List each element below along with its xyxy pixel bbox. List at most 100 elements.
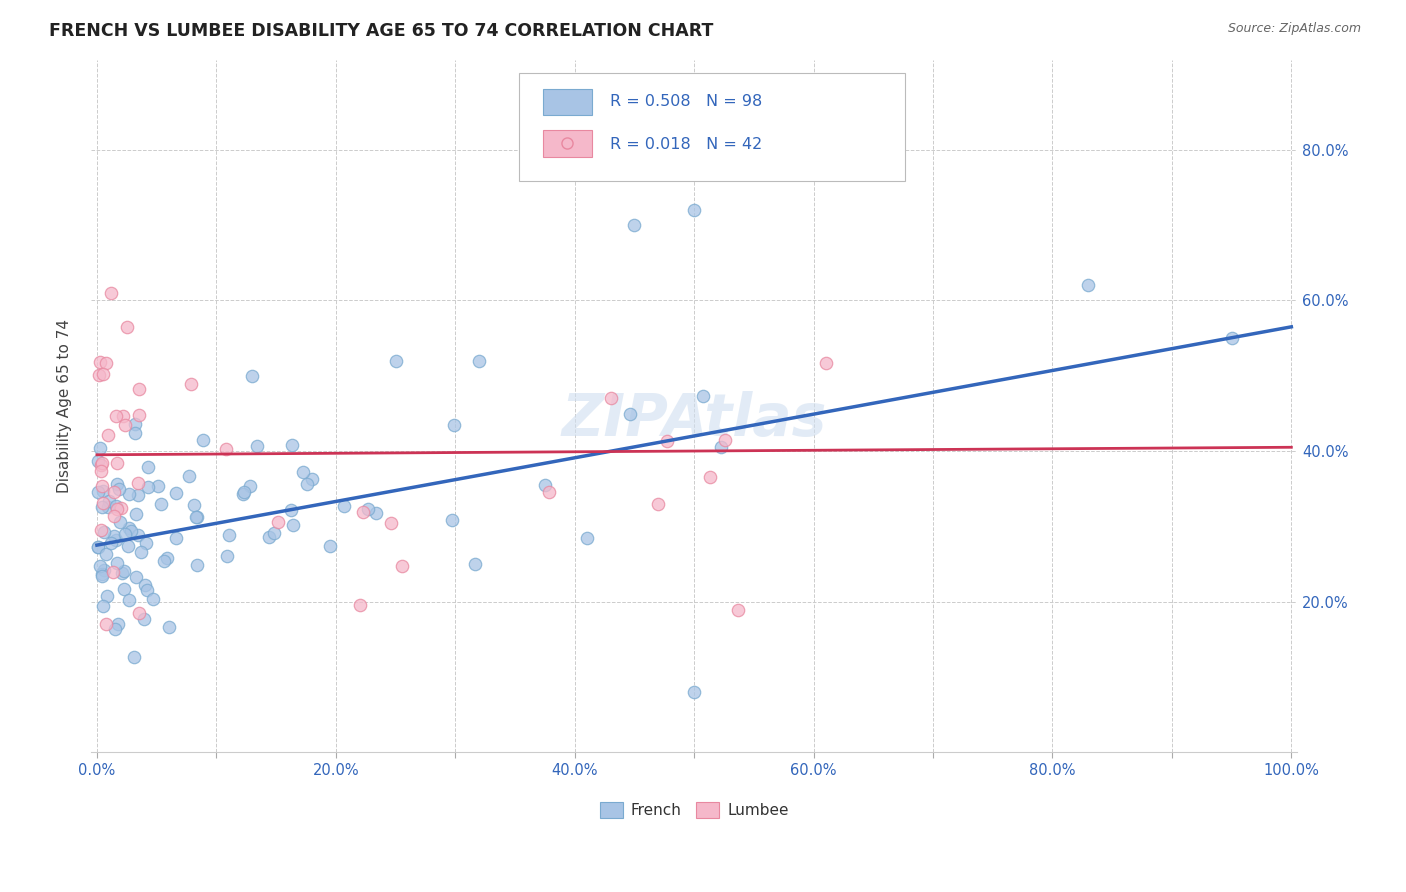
Point <box>291 465 314 479</box>
Point <box>534 478 557 492</box>
Point <box>246 439 269 453</box>
Point <box>127 528 149 542</box>
Point <box>443 417 465 432</box>
Point <box>91 566 114 581</box>
Point <box>93 525 115 540</box>
Point <box>105 409 128 424</box>
Point <box>97 494 120 508</box>
Point <box>267 515 290 529</box>
FancyBboxPatch shape <box>543 130 592 157</box>
Point <box>683 203 706 218</box>
Point <box>655 434 678 448</box>
Point <box>263 526 285 541</box>
Point <box>125 570 148 584</box>
Text: R = 0.018   N = 42: R = 0.018 N = 42 <box>610 136 762 152</box>
Legend: French, Lumbee: French, Lumbee <box>593 796 794 824</box>
Point <box>120 524 142 538</box>
Point <box>281 518 304 533</box>
Point <box>97 428 120 442</box>
Point <box>692 389 714 403</box>
Text: FRENCH VS LUMBEE DISABILITY AGE 65 TO 74 CORRELATION CHART: FRENCH VS LUMBEE DISABILITY AGE 65 TO 74… <box>49 22 714 40</box>
Point <box>97 500 120 514</box>
Point <box>1220 331 1243 345</box>
Point <box>384 353 406 368</box>
Point <box>623 218 645 232</box>
Point <box>380 516 402 530</box>
Point <box>357 501 380 516</box>
Point <box>108 483 131 497</box>
Point <box>186 510 208 524</box>
Point <box>183 498 205 512</box>
Point <box>105 502 128 516</box>
Point <box>136 459 159 474</box>
Point <box>111 566 134 581</box>
Point <box>165 485 187 500</box>
Point <box>90 458 112 472</box>
Point <box>814 356 837 370</box>
Point <box>104 500 127 514</box>
Point <box>89 442 111 456</box>
Point <box>1077 278 1099 293</box>
Text: ZIPAtlas: ZIPAtlas <box>561 392 827 448</box>
Point <box>107 617 129 632</box>
Point <box>91 479 114 493</box>
Point <box>239 479 262 493</box>
Point <box>364 507 387 521</box>
Point <box>110 500 132 515</box>
Point <box>233 485 256 500</box>
Point <box>281 438 304 452</box>
Point <box>134 578 156 592</box>
Point <box>193 433 215 447</box>
Text: R = 0.508   N = 98: R = 0.508 N = 98 <box>610 95 762 110</box>
Point <box>104 622 127 636</box>
Point <box>280 503 302 517</box>
Point <box>714 433 737 447</box>
Point <box>91 456 114 470</box>
FancyBboxPatch shape <box>543 88 592 115</box>
Point <box>301 472 323 486</box>
Point <box>103 509 125 524</box>
Point <box>148 479 170 493</box>
Point <box>118 487 141 501</box>
Point <box>103 529 125 543</box>
Point <box>91 599 114 613</box>
Point <box>108 516 131 530</box>
Point <box>94 617 117 632</box>
Point <box>93 563 115 577</box>
Point <box>683 685 706 699</box>
Point <box>89 354 111 368</box>
Point <box>94 547 117 561</box>
Point <box>114 527 136 541</box>
Point <box>87 484 110 499</box>
Point <box>165 531 187 545</box>
Point <box>727 602 749 616</box>
Point <box>240 368 263 383</box>
Point <box>87 540 110 554</box>
Point <box>218 528 240 542</box>
Point <box>114 417 136 432</box>
Point <box>91 496 114 510</box>
Point <box>112 582 135 596</box>
Point <box>232 487 254 501</box>
Point <box>186 558 208 573</box>
Point <box>93 367 115 381</box>
Point <box>127 476 149 491</box>
Point <box>90 464 112 478</box>
Point <box>257 530 280 544</box>
Point <box>100 285 122 300</box>
Point <box>122 650 145 665</box>
FancyBboxPatch shape <box>519 73 905 181</box>
Point <box>117 520 139 534</box>
Point <box>352 505 374 519</box>
Point <box>156 550 179 565</box>
Point <box>127 487 149 501</box>
Point <box>349 599 371 613</box>
Point <box>468 353 491 368</box>
Point <box>117 539 139 553</box>
Point <box>104 533 127 548</box>
Point <box>103 484 125 499</box>
Point <box>332 499 354 513</box>
Point <box>124 425 146 440</box>
Point <box>215 442 238 456</box>
Point <box>599 392 621 406</box>
